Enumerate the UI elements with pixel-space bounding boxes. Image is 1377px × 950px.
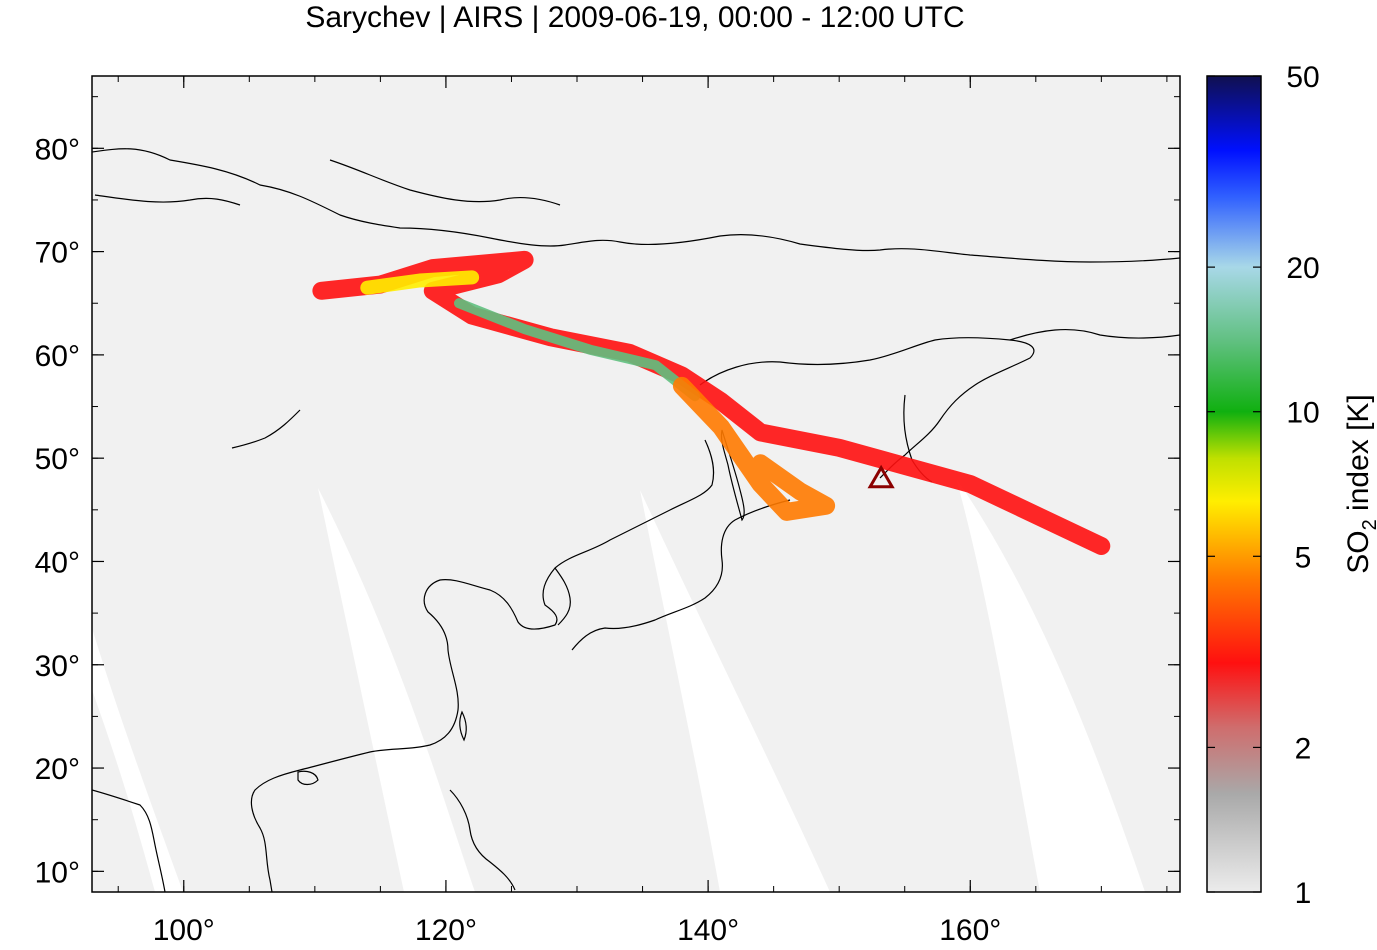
coastline-asia-east xyxy=(250,439,715,892)
coastline-korea xyxy=(554,567,571,626)
colorbar-gradient xyxy=(1206,75,1262,893)
y-tick-label: 10° xyxy=(35,856,80,889)
colorbar-tick-label: 20 xyxy=(1286,252,1319,285)
colorbar-tick-label: 2 xyxy=(1295,732,1312,765)
volcano-marker-group xyxy=(867,464,895,489)
colorbar-label-rest: index [K] xyxy=(1342,394,1375,519)
coastline-north-russia xyxy=(92,148,1180,263)
coastline-sakhalin xyxy=(720,429,745,522)
chart-title: Sarychev | AIRS | 2009-06-19, 00:00 - 12… xyxy=(305,1,965,34)
coastline-japan xyxy=(571,499,791,651)
x-tick-label: 140° xyxy=(677,914,739,947)
plume-segment xyxy=(454,298,700,402)
map-frame xyxy=(91,75,1181,893)
swath-gap xyxy=(956,478,1145,892)
coastline-philippines xyxy=(449,789,516,891)
coastline-baikal xyxy=(231,409,301,449)
axis-ticks: 100° 120° 140° 160° 10° 20° 30° 40° 50° 60° 70° 80° xyxy=(35,76,1180,947)
coastline-taymyr xyxy=(329,159,561,206)
colorbar-tick-label: 1 xyxy=(1295,877,1312,910)
coastline-novaya xyxy=(94,194,241,206)
y-tick-label: 60° xyxy=(35,340,80,373)
coastline-chukotka xyxy=(1009,328,1180,341)
map-background xyxy=(92,76,1180,892)
colorbar-tick-label: 50 xyxy=(1286,61,1319,94)
colorbar-label-sub: 2 xyxy=(1359,519,1377,530)
y-tick-label: 70° xyxy=(35,237,80,270)
colorbar-label-main: SO xyxy=(1342,530,1375,573)
coastline-taiwan xyxy=(459,710,467,742)
y-tick-label: 80° xyxy=(35,133,80,166)
coastline-southeast-asia xyxy=(92,789,166,892)
plume-segment xyxy=(672,376,836,521)
coastline-hainan xyxy=(297,770,319,786)
x-tick-label: 160° xyxy=(939,914,1001,947)
swath-gaps xyxy=(92,478,1145,892)
volcano-marker xyxy=(867,464,895,489)
coastline-okhotsk-kamchatka xyxy=(699,337,1035,479)
swath-gap xyxy=(318,488,475,892)
x-tick-label: 100° xyxy=(153,914,215,947)
colorbar-ticks: 1 2 5 10 20 50 xyxy=(1207,61,1320,910)
y-tick-label: 40° xyxy=(35,546,80,579)
colorbar-tick-label: 10 xyxy=(1286,397,1319,430)
plume-segment xyxy=(360,270,480,295)
colorbar-label: SO2 index [K] xyxy=(1342,394,1377,574)
x-tick-label: 120° xyxy=(415,914,477,947)
y-tick-label: 50° xyxy=(35,443,80,476)
swath-gap xyxy=(640,490,830,892)
y-tick-label: 20° xyxy=(35,753,80,786)
colorbar-tick-label: 5 xyxy=(1295,541,1312,574)
y-tick-label: 30° xyxy=(35,650,80,683)
so2-plume xyxy=(312,250,1111,555)
